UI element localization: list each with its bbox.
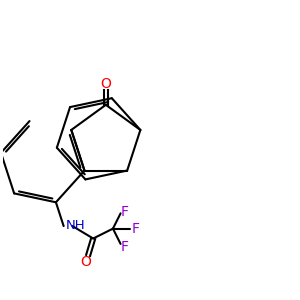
Text: NH: NH xyxy=(66,219,86,232)
Text: F: F xyxy=(120,240,128,254)
Text: F: F xyxy=(120,205,128,219)
Text: O: O xyxy=(100,76,111,91)
Text: F: F xyxy=(131,222,139,236)
Text: O: O xyxy=(80,255,91,269)
